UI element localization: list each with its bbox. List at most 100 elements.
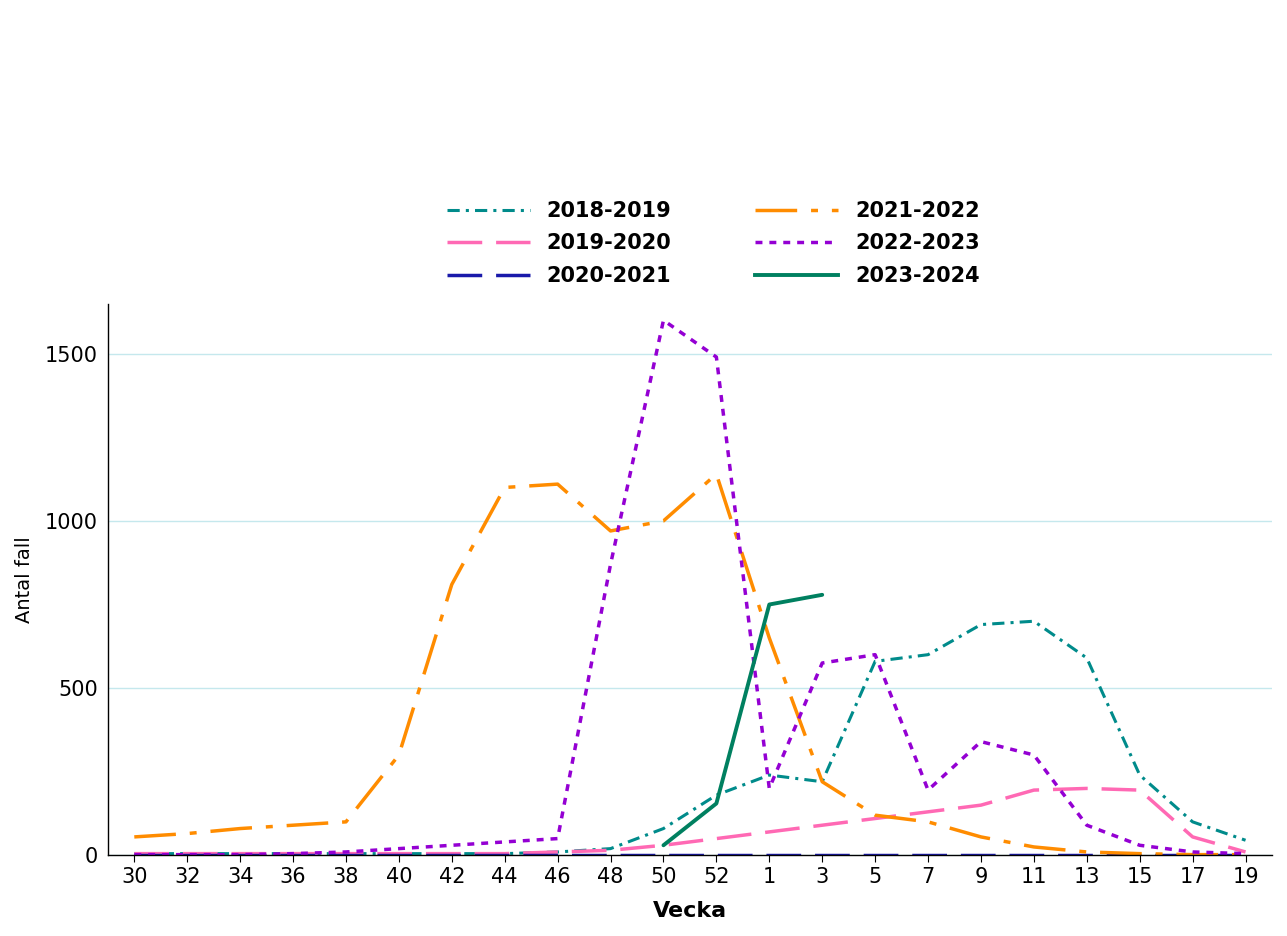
2020-2021 <box>444 849 459 860</box>
2023-2024 <box>709 797 725 809</box>
2019-2020 <box>762 826 777 838</box>
2021-2022 <box>815 776 830 787</box>
2019-2020 <box>815 820 830 831</box>
2020-2021 <box>286 849 301 860</box>
2021-2022 <box>444 578 459 590</box>
2020-2021 <box>179 849 194 860</box>
2020-2021 <box>602 849 618 860</box>
2020-2021 <box>497 849 512 860</box>
2021-2022 <box>1026 841 1041 853</box>
Line: 2021-2022: 2021-2022 <box>134 475 1246 855</box>
2019-2020 <box>1079 782 1094 794</box>
2022-2023 <box>709 351 725 362</box>
2018-2019 <box>1185 816 1201 827</box>
2019-2020 <box>1185 831 1201 842</box>
2018-2019 <box>1133 769 1148 781</box>
2023-2024 <box>762 599 777 610</box>
2019-2020 <box>338 848 354 859</box>
2018-2019 <box>391 848 407 859</box>
2022-2023 <box>338 846 354 857</box>
Line: 2022-2023: 2022-2023 <box>134 320 1246 855</box>
2022-2023 <box>233 849 248 860</box>
Line: 2019-2020: 2019-2020 <box>134 788 1246 854</box>
2018-2019 <box>179 848 194 859</box>
2019-2020 <box>550 846 565 857</box>
2022-2023 <box>1026 750 1041 761</box>
2021-2022 <box>391 750 407 761</box>
2019-2020 <box>497 848 512 859</box>
2022-2023 <box>286 848 301 859</box>
2019-2020 <box>920 806 936 817</box>
2021-2022 <box>550 478 565 490</box>
2018-2019 <box>497 848 512 859</box>
2022-2023 <box>1238 848 1254 859</box>
2019-2020 <box>444 848 459 859</box>
2018-2019 <box>444 848 459 859</box>
2019-2020 <box>1026 784 1041 796</box>
2021-2022 <box>1079 846 1094 857</box>
2022-2023 <box>867 649 883 660</box>
2020-2021 <box>550 849 565 860</box>
2023-2024 <box>815 589 830 600</box>
2021-2022 <box>286 820 301 831</box>
2018-2019 <box>709 789 725 800</box>
2020-2021 <box>338 849 354 860</box>
2021-2022 <box>1133 848 1148 859</box>
2020-2021 <box>1133 849 1148 860</box>
2021-2022 <box>709 469 725 480</box>
2019-2020 <box>391 848 407 859</box>
2019-2020 <box>973 799 988 811</box>
2019-2020 <box>1133 784 1148 796</box>
2019-2020 <box>1238 846 1254 857</box>
2019-2020 <box>709 833 725 844</box>
2021-2022 <box>973 831 988 842</box>
2018-2019 <box>550 846 565 857</box>
2022-2023 <box>1133 840 1148 851</box>
2022-2023 <box>497 836 512 847</box>
X-axis label: Vecka: Vecka <box>653 901 727 921</box>
2018-2019 <box>920 649 936 660</box>
2020-2021 <box>815 849 830 860</box>
2022-2023 <box>1079 820 1094 831</box>
2018-2019 <box>1026 616 1041 627</box>
2022-2023 <box>126 849 142 860</box>
2020-2021 <box>233 849 248 860</box>
2020-2021 <box>1185 849 1201 860</box>
2018-2019 <box>762 769 777 781</box>
2022-2023 <box>444 840 459 851</box>
2022-2023 <box>762 782 777 794</box>
2021-2022 <box>656 516 672 527</box>
2019-2020 <box>233 848 248 859</box>
2020-2021 <box>920 849 936 860</box>
2019-2020 <box>656 840 672 851</box>
2018-2019 <box>1238 835 1254 846</box>
2021-2022 <box>920 816 936 827</box>
2021-2022 <box>867 810 883 821</box>
2021-2022 <box>762 633 777 644</box>
2021-2022 <box>497 482 512 493</box>
2020-2021 <box>656 849 672 860</box>
2023-2024 <box>656 840 672 851</box>
2022-2023 <box>391 843 407 855</box>
2020-2021 <box>126 849 142 860</box>
2022-2023 <box>973 736 988 747</box>
2022-2023 <box>550 833 565 844</box>
2018-2019 <box>338 848 354 859</box>
2018-2019 <box>973 619 988 630</box>
2018-2019 <box>656 823 672 834</box>
2020-2021 <box>1238 849 1254 860</box>
2018-2019 <box>126 848 142 859</box>
2022-2023 <box>920 784 936 796</box>
Line: 2023-2024: 2023-2024 <box>664 594 822 845</box>
2019-2020 <box>126 848 142 859</box>
2018-2019 <box>867 656 883 667</box>
2022-2023 <box>179 849 194 860</box>
2022-2023 <box>815 657 830 668</box>
2018-2019 <box>1079 652 1094 664</box>
2020-2021 <box>867 849 883 860</box>
2021-2022 <box>602 525 618 536</box>
Y-axis label: Antal fall: Antal fall <box>15 536 33 622</box>
2018-2019 <box>233 848 248 859</box>
Legend: 2018-2019, 2019-2020, 2020-2021, 2021-2022, 2022-2023, 2023-2024: 2018-2019, 2019-2020, 2020-2021, 2021-20… <box>439 193 988 294</box>
2021-2022 <box>1185 849 1201 860</box>
